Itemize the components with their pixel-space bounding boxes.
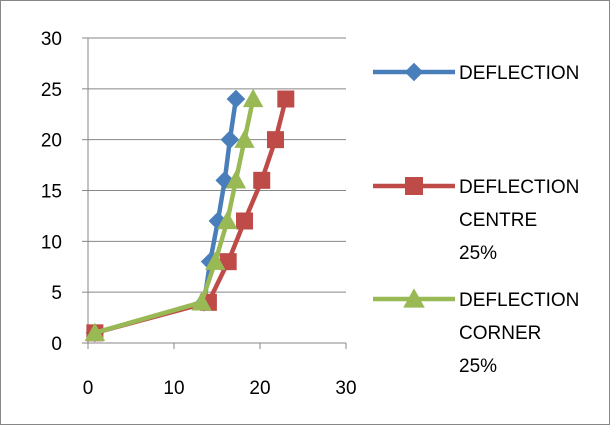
data-point — [219, 253, 237, 271]
x-tick-label: 0 — [83, 378, 94, 399]
data-point — [205, 251, 226, 270]
y-tick-label: 20 — [41, 131, 62, 152]
data-point — [234, 129, 255, 148]
y-tick-label: 5 — [51, 283, 62, 304]
legend-marker — [404, 62, 424, 82]
legend-label: DEFLECTION — [459, 63, 579, 84]
axes: 0 5 10 15 20 25 30 0 10 20 30 — [41, 29, 357, 399]
series-3 — [84, 88, 264, 341]
legend-marker — [403, 288, 425, 308]
legend-label: CENTRE — [459, 210, 537, 231]
data-point — [191, 292, 212, 311]
data-point — [84, 322, 106, 341]
y-tick-label: 25 — [41, 80, 62, 101]
series-1 — [85, 89, 246, 343]
x-tick-label: 30 — [335, 378, 356, 399]
data-point — [253, 171, 271, 189]
gridlines — [88, 37, 346, 293]
data-point — [242, 88, 264, 108]
data-point — [277, 90, 295, 108]
series-line — [94, 98, 288, 336]
data-point — [217, 210, 238, 230]
data-point — [215, 171, 235, 190]
data-point — [220, 130, 240, 149]
data-point — [226, 89, 246, 109]
legend-label: DEFLECTION — [459, 290, 579, 311]
y-tick-label: 30 — [41, 29, 62, 50]
x-tick-label: 10 — [163, 378, 184, 399]
legend-entry-2: DEFLECTION CENTRE 25% — [373, 177, 579, 264]
x-tick-label: 20 — [249, 378, 270, 399]
data-point — [236, 212, 254, 230]
legend-label: 25% — [459, 356, 497, 377]
y-tick-label: 15 — [41, 182, 62, 203]
legend-entry-1: DEFLECTION — [373, 62, 579, 84]
legend-label: DEFLECTION — [459, 177, 579, 198]
legend-label: 25% — [459, 243, 497, 264]
legend-marker — [405, 177, 423, 195]
y-tick-label: 0 — [51, 334, 62, 355]
legend-entry-3: DEFLECTION CORNER 25% — [373, 288, 579, 377]
plot-series — [84, 88, 295, 343]
legend: DEFLECTION DEFLECTION CENTRE 25% DEFLECTION C… — [373, 62, 579, 377]
y-tick-label: 10 — [41, 232, 62, 253]
data-point — [225, 170, 247, 189]
legend-label: CORNER — [459, 323, 541, 344]
data-point — [266, 131, 284, 149]
